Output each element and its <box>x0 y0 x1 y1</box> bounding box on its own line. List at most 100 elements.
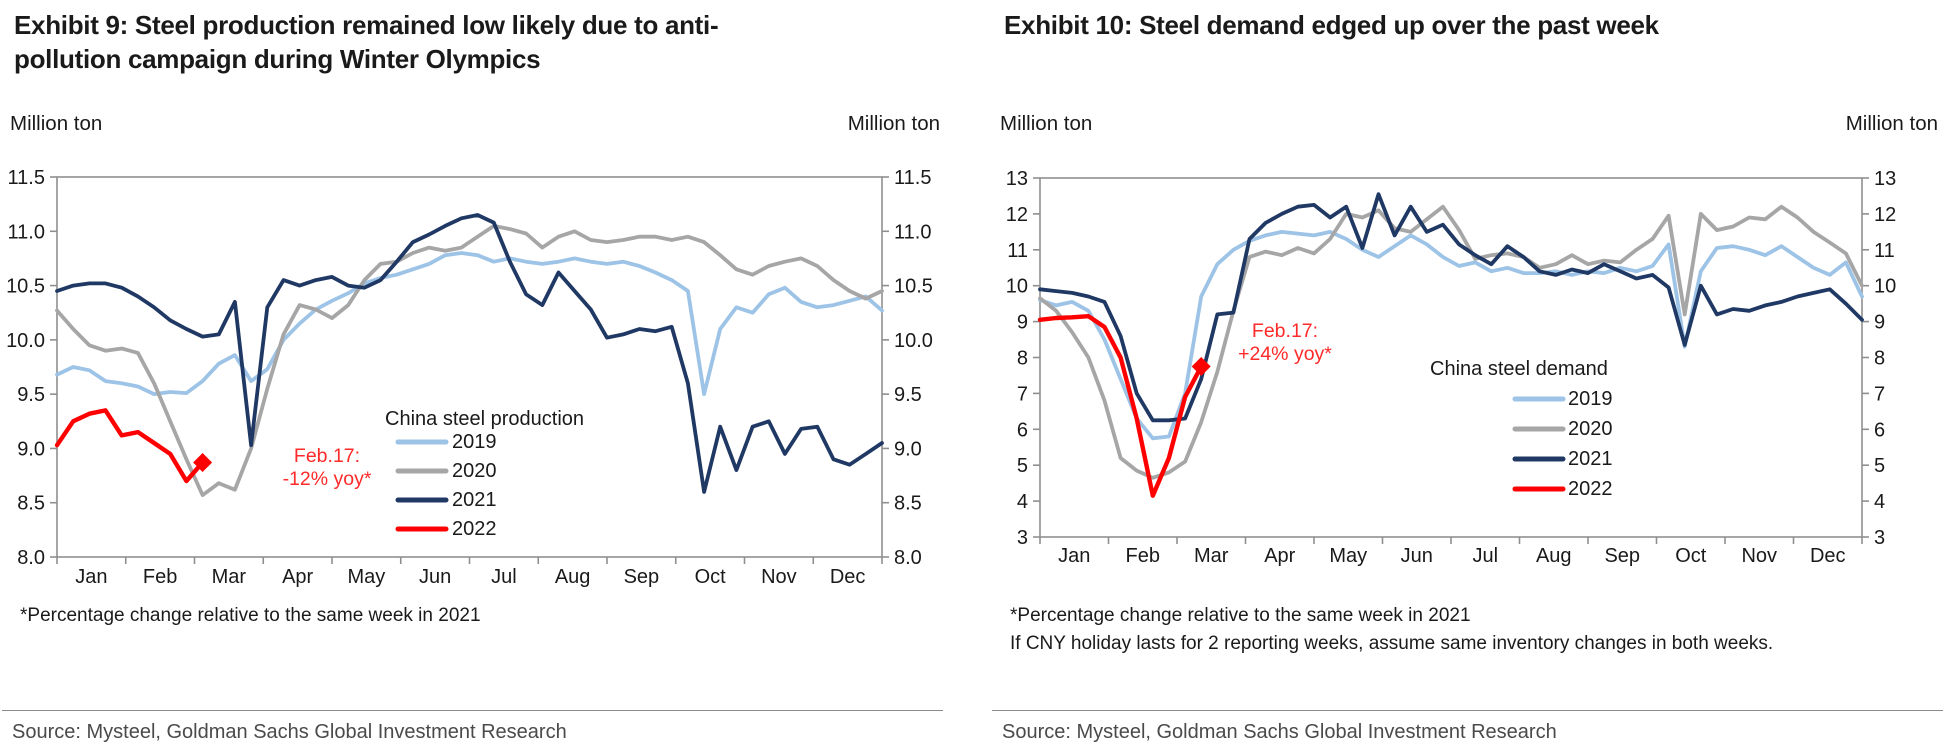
divider-line <box>2 710 943 711</box>
y-tick-label-left: 8.5 <box>17 493 45 515</box>
x-tick-label: Nov <box>1741 545 1777 567</box>
x-tick-label: Aug <box>1536 545 1572 567</box>
x-tick-label: Feb <box>143 566 177 588</box>
yoy-annotation: Feb.17: <box>1252 320 1318 342</box>
y-tick-label-left: 10.5 <box>6 276 45 298</box>
x-tick-label: Dec <box>830 566 866 588</box>
y-tick-label-left: 7 <box>1017 383 1028 405</box>
x-tick-label: Jun <box>1401 545 1433 567</box>
y-tick-label-left: 3 <box>1017 527 1028 549</box>
y-tick-label-left: 13 <box>1006 168 1028 190</box>
exhibit-10-footnotes: *Percentage change relative to the same … <box>1010 602 1945 657</box>
y-tick-label-left: 11.0 <box>8 221 45 243</box>
y-tick-label-right: 13 <box>1874 168 1896 190</box>
y-axis-unit-right: Million ton <box>1846 112 1938 135</box>
y-tick-label-right: 7 <box>1874 383 1885 405</box>
series-line-2021 <box>1038 192 1864 423</box>
y-tick-label-left: 9.0 <box>17 438 45 460</box>
y-tick-label-right: 11 <box>1874 240 1895 262</box>
series-line-2019 <box>1038 229 1864 441</box>
x-tick-label: Mar <box>212 566 247 588</box>
legend-label-2022: 2022 <box>1568 478 1613 500</box>
spacer <box>0 630 945 710</box>
exhibit-9-panel: Exhibit 9: Steel production remained low… <box>0 0 945 744</box>
y-tick-label-right: 9 <box>1874 312 1885 334</box>
y-tick-label-left: 11 <box>1007 240 1028 262</box>
x-tick-label: Sep <box>1604 545 1640 567</box>
y-tick-label-right: 10.0 <box>894 330 933 352</box>
series-line-2021 <box>55 213 884 494</box>
y-tick-label-right: 6 <box>1874 419 1885 441</box>
y-tick-label-left: 9.5 <box>17 384 45 406</box>
yoy-annotation: Feb.17: <box>294 445 360 467</box>
x-tick-label: Jul <box>491 566 517 588</box>
series-line-2022 <box>54 408 205 484</box>
series-line-2022 <box>1037 313 1204 498</box>
y-tick-label-right: 12 <box>1874 204 1896 226</box>
legend-title: China steel demand <box>1430 358 1608 380</box>
y-tick-label-right: 8.0 <box>894 547 922 569</box>
y-tick-label-right: 11.0 <box>894 221 931 243</box>
x-tick-label: Dec <box>1810 545 1846 567</box>
y-axis-unit-left: Million ton <box>1000 112 1092 135</box>
exhibit-10-panel: Exhibit 10: Steel demand edged up over t… <box>990 0 1945 744</box>
y-axis-unit-left: Million ton <box>10 112 102 135</box>
x-tick-label: Jan <box>75 566 107 588</box>
y-tick-label-left: 9 <box>1017 312 1028 334</box>
series-line-2020 <box>55 224 884 498</box>
x-tick-label: Mar <box>1194 545 1229 567</box>
legend-label-2021: 2021 <box>452 489 497 511</box>
y-tick-label-right: 9.0 <box>894 438 922 460</box>
source-text: Source: Mysteel, Goldman Sachs Global In… <box>1002 721 1557 743</box>
y-tick-label-right: 9.5 <box>894 384 922 406</box>
exhibit-9-title: Exhibit 9: Steel production remained low… <box>14 10 719 75</box>
y-tick-label-right: 10.5 <box>894 276 933 298</box>
x-tick-label: Jul <box>1472 545 1498 567</box>
divider-line <box>992 710 1943 711</box>
y-tick-label-left: 8 <box>1017 348 1028 370</box>
footnote-line: If CNY holiday lasts for 2 reporting wee… <box>1010 632 1774 654</box>
x-tick-label: Nov <box>761 566 797 588</box>
steel-production-line-chart: Million ton Million ton 11.5 11.5 11.0 11.0 10… <box>6 112 940 588</box>
y-tick-label-left: 10.0 <box>6 330 45 352</box>
y-tick-label-left: 4 <box>1017 491 1028 513</box>
latest-point-diamond-marker <box>1191 356 1211 376</box>
legend-label-2019: 2019 <box>452 431 497 453</box>
y-axis-unit-right: Million ton <box>848 112 940 135</box>
y-tick-label-right: 3 <box>1874 527 1885 549</box>
y-tick-label-right: 8.5 <box>894 493 922 515</box>
x-tick-label: Sep <box>624 566 660 588</box>
y-tick-label-right: 11.5 <box>894 167 931 189</box>
y-tick-label-left: 8.0 <box>17 547 45 569</box>
x-tick-label: Jan <box>1058 545 1090 567</box>
legend-label-2020: 2020 <box>452 460 497 482</box>
legend-label-2020: 2020 <box>1568 418 1613 440</box>
x-tick-label: Apr <box>282 566 313 588</box>
footnote-line: *Percentage change relative to the same … <box>20 605 481 626</box>
series-line-2020 <box>1038 204 1864 480</box>
y-tick-label-left: 5 <box>1017 455 1028 477</box>
x-tick-label: May <box>1329 545 1367 567</box>
x-tick-label: Feb <box>1126 545 1160 567</box>
x-tick-label: Oct <box>1675 545 1707 567</box>
legend-label-2019: 2019 <box>1568 388 1613 410</box>
legend-label-2022: 2022 <box>452 518 497 540</box>
y-tick-label-right: 4 <box>1874 491 1885 513</box>
steel-demand-line-chart: Million ton Million ton 13 13 12 12 11 11 10 10 9 9… <box>1000 112 1938 567</box>
footnote-line: *Percentage change relative to the same … <box>1010 605 1471 626</box>
y-tick-label-left: 10 <box>1006 276 1028 298</box>
y-tick-label-right: 10 <box>1874 276 1896 298</box>
yoy-annotation: +24% yoy* <box>1238 343 1332 365</box>
y-tick-label-right: 8 <box>1874 348 1885 370</box>
y-tick-label-right: 5 <box>1874 455 1885 477</box>
y-tick-label-left: 12 <box>1006 204 1028 226</box>
exhibit-9-footnotes: *Percentage change relative to the same … <box>20 602 945 630</box>
legend-label-2021: 2021 <box>1568 448 1613 470</box>
x-tick-label: Aug <box>555 566 591 588</box>
yoy-annotation: -12% yoy* <box>283 468 372 490</box>
x-tick-label: May <box>347 566 385 588</box>
series-line-2019 <box>55 251 884 397</box>
source-text: Source: Mysteel, Goldman Sachs Global In… <box>12 721 567 743</box>
spacer <box>990 657 1945 710</box>
x-tick-label: Jun <box>419 566 451 588</box>
